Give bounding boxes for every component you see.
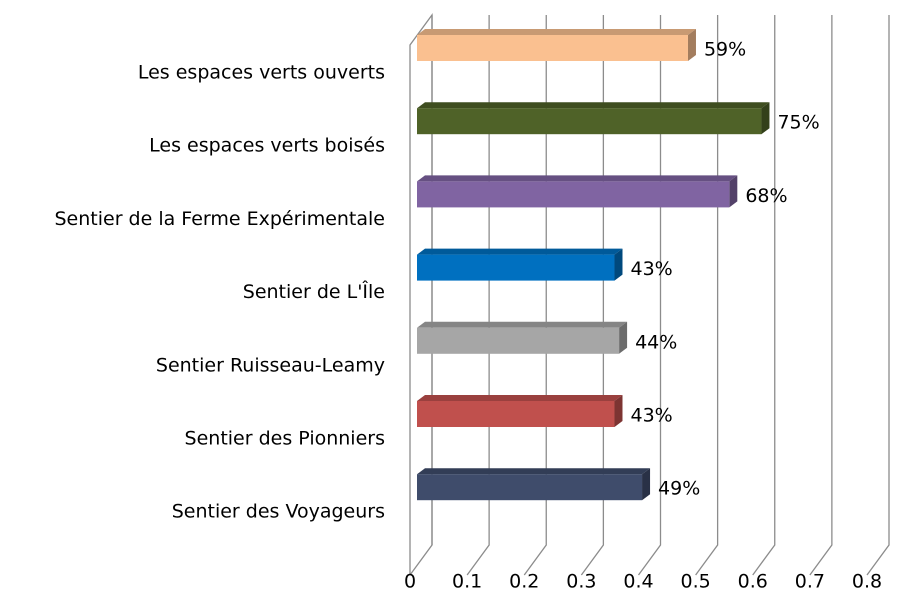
value-label: 75% [777, 112, 819, 134]
x-tick-label: 0.5 [681, 571, 711, 593]
bar-side [687, 29, 696, 61]
bar-side [642, 468, 651, 501]
bar [417, 401, 615, 427]
bar-top [417, 29, 696, 35]
x-tick-label: 0.4 [623, 571, 653, 593]
bar-top [417, 395, 623, 401]
bar-top [417, 248, 623, 255]
bar [417, 181, 730, 208]
y-tick-label: Sentier des Pionniers [185, 428, 385, 450]
x-tick-label: 0.2 [509, 571, 539, 593]
bar-top [417, 175, 738, 182]
y-tick-label: Sentier de la Ferme Expérimentale [55, 208, 386, 230]
bar-side [614, 395, 623, 427]
x-tick-label: 0.7 [795, 571, 825, 593]
bar-side [619, 321, 628, 354]
bar [417, 474, 643, 501]
y-tick-label: Sentier Ruisseau-Leamy [156, 354, 385, 376]
bar-top [417, 468, 651, 475]
bar-side [729, 175, 738, 208]
bar-side [761, 102, 770, 135]
x-tick-label: 0 [404, 571, 416, 593]
value-label: 49% [658, 478, 700, 500]
bar [417, 108, 762, 135]
x-tick-label: 0.6 [738, 571, 768, 593]
bar-top [417, 321, 628, 328]
x-tick-label: 0.3 [566, 571, 596, 593]
bar [417, 254, 615, 281]
grid-line [752, 15, 776, 576]
grid-line [809, 15, 833, 576]
value-label: 44% [635, 331, 677, 353]
bar-side [614, 248, 623, 281]
y-tick-label: Les espaces verts boisés [149, 135, 385, 157]
value-label: 68% [745, 185, 787, 207]
x-tick-label: 0.8 [852, 571, 882, 593]
y-tick-label: Sentier des Voyageurs [172, 501, 385, 523]
y-tick-label: Sentier de L'Île [243, 280, 385, 303]
bar [417, 35, 688, 61]
value-label: 43% [630, 405, 672, 427]
grid-line [866, 15, 890, 576]
value-label: 59% [704, 39, 746, 61]
value-label: 43% [630, 258, 672, 280]
bar-top [417, 102, 770, 109]
y-tick-label: Les espaces verts ouverts [138, 62, 385, 84]
x-tick-label: 0.1 [452, 571, 482, 593]
bar [417, 327, 620, 354]
